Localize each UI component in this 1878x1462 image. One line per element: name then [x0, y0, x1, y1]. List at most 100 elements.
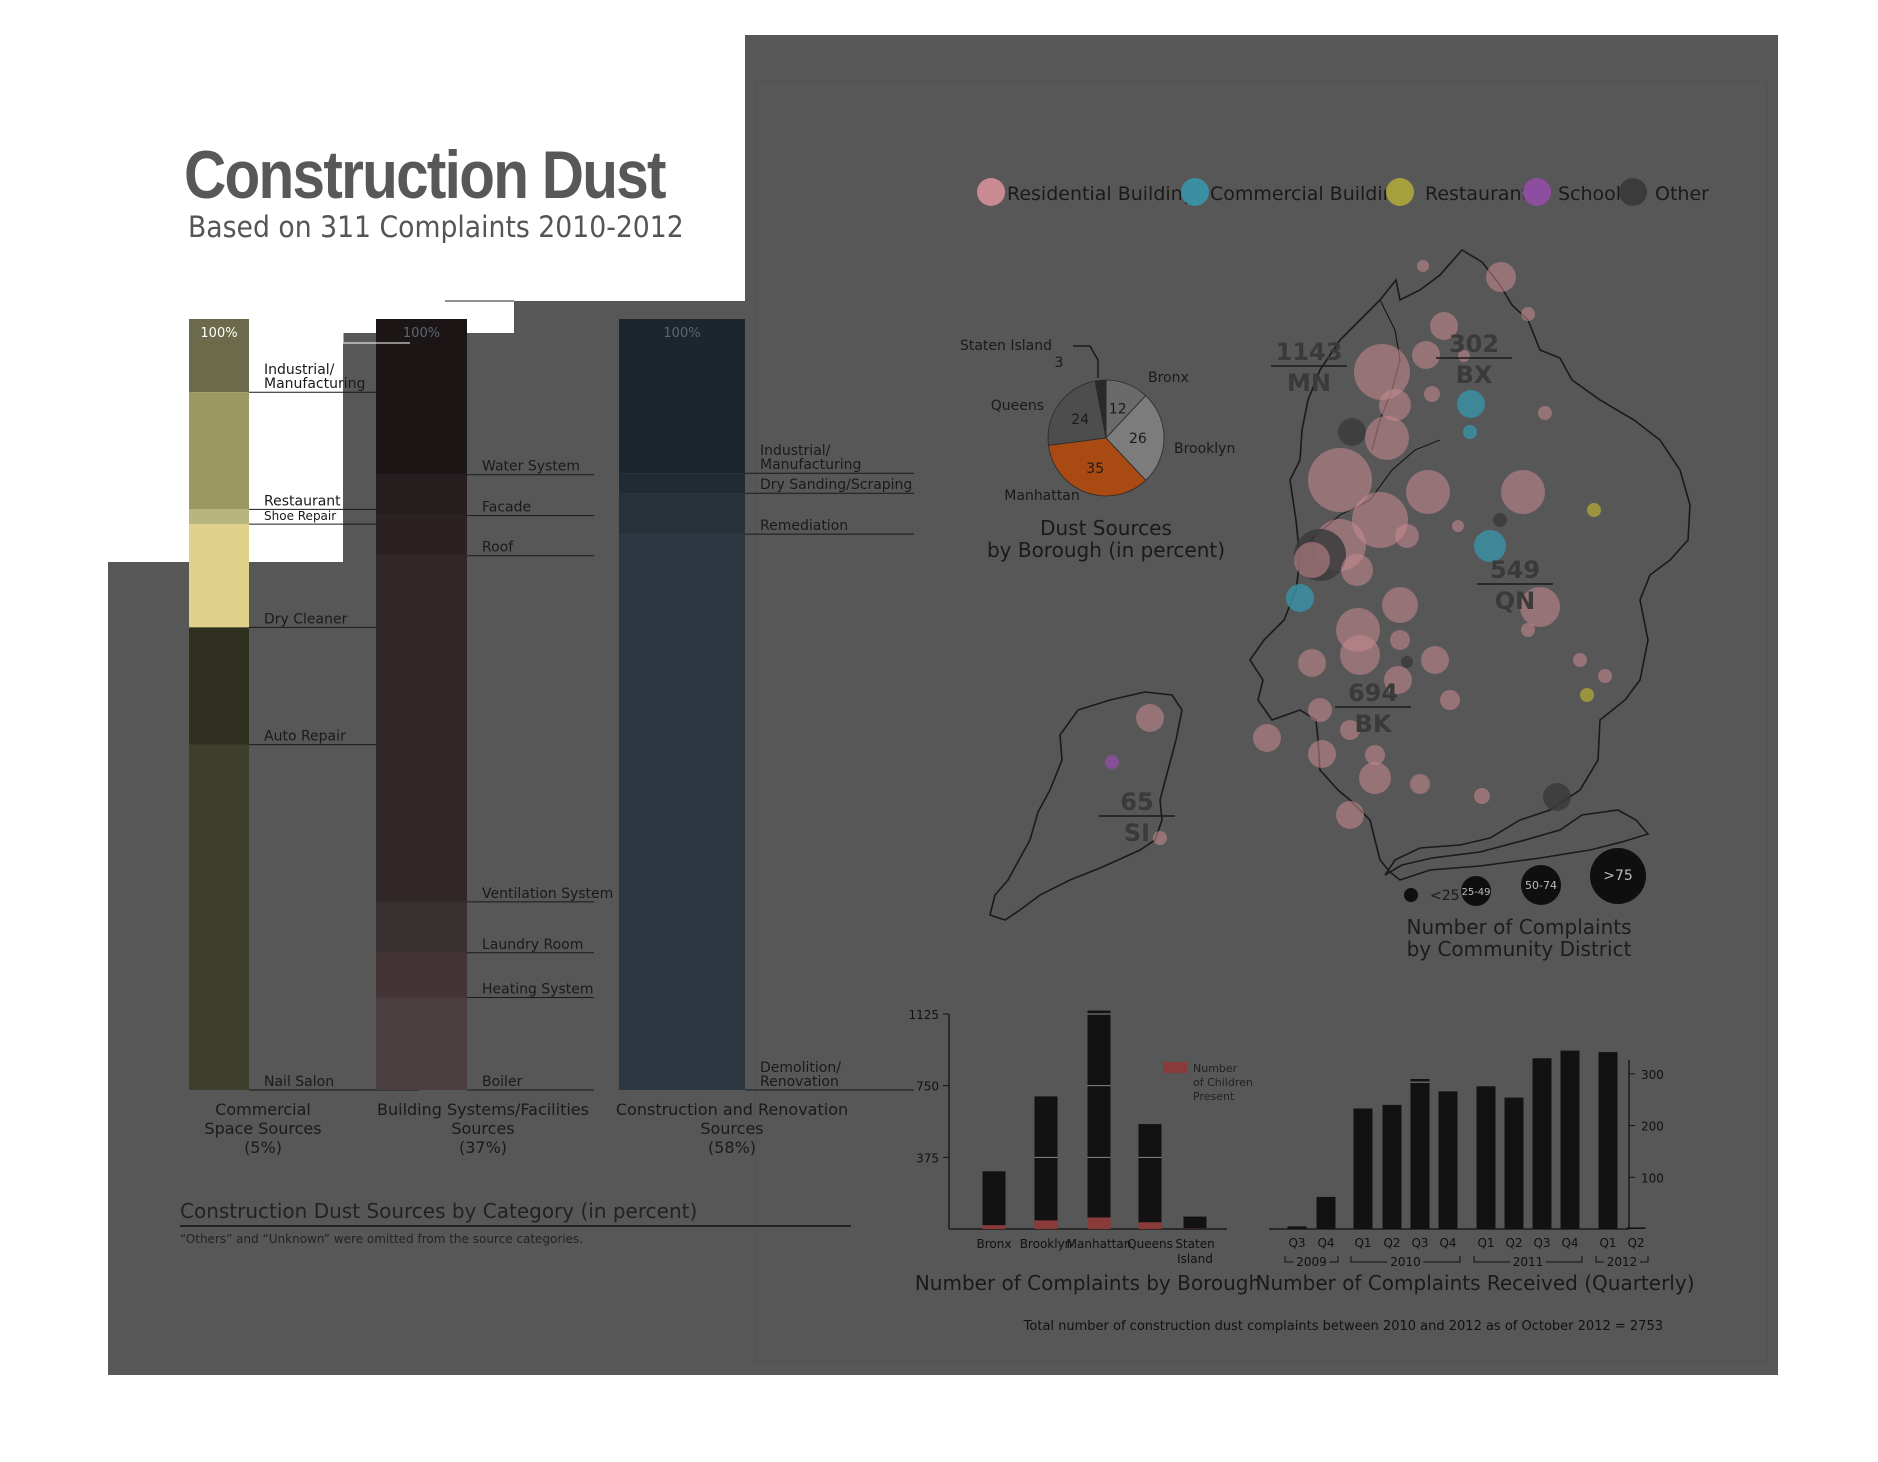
year-label-2009: 2009 — [1296, 1255, 1327, 1269]
year-bracket — [1473, 1256, 1510, 1263]
bronx-manhattan-queens-brooklyn-outline — [1249, 248, 1691, 881]
complaint-circle-residential — [1474, 788, 1490, 804]
size-legend-circle — [1461, 876, 1491, 906]
year-label-2011: 2011 — [1513, 1255, 1544, 1269]
borough-count-qn: 549 — [1490, 556, 1540, 584]
size-legend-circle — [1404, 888, 1418, 902]
size-legend-circle — [1521, 865, 1561, 905]
segment-label-shoe-repair: Shoe Repair — [264, 509, 336, 523]
quarter-bar — [1287, 1226, 1307, 1229]
quarter-label: Q1 — [1477, 1236, 1494, 1250]
borough-y-tick-label: 375 — [916, 1151, 939, 1165]
size-legend-title-2: by Community District — [1407, 937, 1632, 961]
stack-segment-dry-sanding-scraping — [619, 473, 745, 494]
borough-bar-queens — [1138, 1124, 1162, 1229]
quarter-label: Q3 — [1533, 1236, 1550, 1250]
complaint-circle-commercial-building — [1474, 530, 1506, 562]
complaint-circle-residential — [1359, 762, 1391, 794]
category-chart-heading: Construction Dust Sources by Category (i… — [180, 1199, 697, 1223]
complaint-circle-residential — [1341, 554, 1373, 586]
segment-label-line: Roof — [482, 540, 514, 556]
legend-swatch-commercial-building — [1181, 178, 1209, 206]
complaint-circle-residential — [1340, 720, 1360, 740]
segment-label-remediation: Remediation — [760, 518, 848, 534]
complaint-circle-residential — [1520, 587, 1560, 627]
stack-segment-boiler — [376, 997, 467, 1090]
segment-label-boiler: Boiler — [482, 1074, 523, 1090]
size-legend-label: >75 — [1603, 868, 1633, 884]
segment-label-line: Demolition/ — [760, 1060, 841, 1076]
year-bracket — [1423, 1256, 1461, 1263]
borough-x-label-staten-island: Staten — [1175, 1237, 1214, 1251]
complaint-circle-residential — [1424, 386, 1440, 402]
borough-x-label-queens: Queens — [1127, 1237, 1173, 1251]
quarter-label: Q1 — [1354, 1236, 1371, 1250]
complaint-circle-residential — [1153, 831, 1167, 845]
quarter-label: Q2 — [1383, 1236, 1400, 1250]
segment-label-line: Ventilation System — [482, 886, 613, 902]
borough-count-bx: 302 — [1449, 330, 1499, 358]
borough-x-label-staten-island: Island — [1177, 1252, 1213, 1266]
complaint-circle-residential — [1382, 587, 1418, 623]
complaint-circle-residential — [1136, 704, 1164, 732]
borough-labels: 1143 MN 302 BX 549 QN 694 BK 65 SI — [1099, 330, 1553, 847]
borough-y-tick-label: 750 — [916, 1080, 939, 1094]
size-legend: <25 25-49 50-74 >75 — [1404, 848, 1646, 906]
segment-label-industrial-manufacturing: Industrial/Manufacturing — [264, 362, 365, 392]
segment-label-line: Dry Cleaner — [264, 611, 348, 627]
complaint-circle-residential — [1384, 666, 1412, 694]
segment-label-line: Renovation — [760, 1074, 839, 1090]
complaint-circle-residential — [1412, 341, 1440, 369]
column-name-line: Sources — [700, 1119, 763, 1138]
pie-leader-line — [1073, 345, 1099, 378]
quarter-bar — [1353, 1108, 1373, 1229]
segment-label-dry-cleaner: Dry Cleaner — [264, 611, 348, 627]
size-legend-title-1: Number of Complaints — [1406, 915, 1631, 939]
borough-children-bar-brooklyn — [1034, 1220, 1058, 1229]
year-bracket — [1595, 1256, 1604, 1263]
complaint-circle-residential — [1308, 740, 1336, 768]
complaint-circle-residential — [1573, 653, 1587, 667]
pie-slice-manhattan — [1048, 437, 1147, 497]
staten-island-outline — [989, 691, 1183, 921]
borough-bar-manhattan — [1087, 1010, 1111, 1229]
pie-title-line: Dust Sources — [1040, 516, 1172, 540]
complaint-circle-residential — [1410, 774, 1430, 794]
borough-x-label-manhattan: Manhattan — [1067, 1237, 1132, 1251]
complaint-circle-commercial-building — [1463, 425, 1477, 439]
complaint-circle-residential — [1298, 649, 1326, 677]
quarter-bar — [1532, 1058, 1552, 1229]
complaint-circle-school — [1105, 755, 1119, 769]
stack-segment-facade — [376, 474, 467, 516]
east-river — [1309, 439, 1441, 541]
segment-label-line: Remediation — [760, 518, 848, 534]
pie-value-queens: 24 — [1071, 412, 1089, 428]
legend-swatch-school — [1523, 178, 1551, 206]
stack-segment-laundry-room — [376, 901, 467, 953]
segment-label-restaurant: Restaurant — [264, 493, 341, 509]
complaint-circle-residential — [1336, 801, 1364, 829]
pie-label-queens: Queens — [991, 398, 1044, 414]
borough-bar-staten-island — [1183, 1216, 1207, 1229]
segment-label-line: Shoe Repair — [264, 509, 336, 523]
quarter-bar — [1438, 1091, 1458, 1229]
pie-label-staten-island: Staten Island — [960, 338, 1052, 354]
pie-slice-queens — [1047, 380, 1107, 446]
stack-segment-dry-cleaner — [189, 524, 249, 628]
stack-segment-water-system — [376, 319, 467, 475]
pie-slice-brooklyn — [1105, 395, 1165, 481]
quarter-bar — [1382, 1104, 1402, 1229]
quarter-y-tick-label: 300 — [1641, 1068, 1664, 1082]
stack-segment-remediation — [619, 493, 745, 535]
pie-title-line: by Borough (in percent) — [987, 538, 1225, 562]
pie-value-manhattan: 35 — [1086, 461, 1104, 477]
legend-swatch-residential-building — [977, 178, 1005, 206]
segment-label-nail-salon: Nail Salon — [264, 1074, 334, 1090]
legend-label-residential-building: Residential Building — [1007, 183, 1195, 205]
complaint-circle-residential — [1452, 520, 1464, 532]
pie-value-bronx: 12 — [1109, 401, 1127, 417]
segment-label-laundry-room: Laundry Room — [482, 937, 583, 953]
complaint-circle-residential — [1538, 406, 1552, 420]
segment-label-water-system: Water System — [482, 459, 580, 475]
segment-label-line: Nail Salon — [264, 1074, 334, 1090]
